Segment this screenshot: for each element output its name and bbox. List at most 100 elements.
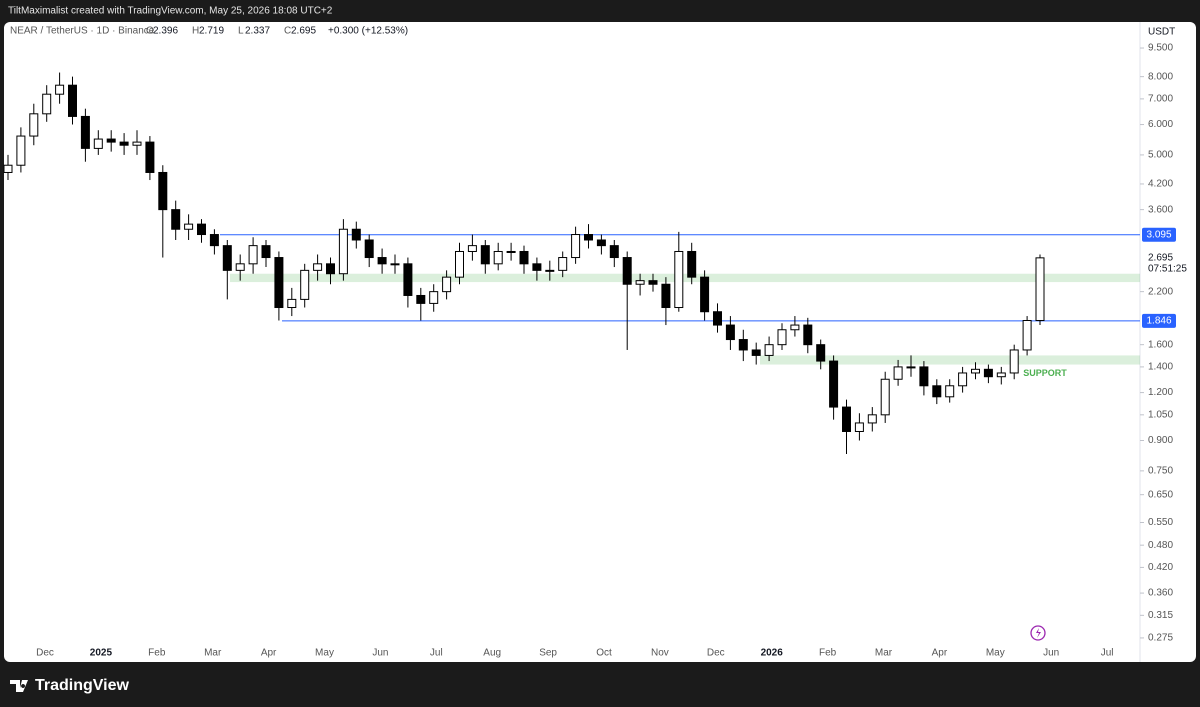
candle-body [390, 263, 400, 266]
candle-body [55, 84, 65, 95]
y-tick-label: 9.500 [1148, 43, 1173, 54]
candle-body [248, 245, 258, 265]
candle-body [919, 366, 929, 387]
candle-body [842, 406, 851, 432]
y-tick-label: 0.900 [1148, 435, 1173, 446]
candle-body [80, 115, 90, 149]
candle-body [351, 228, 361, 241]
x-tick-label: 2026 [761, 648, 784, 659]
header-text: TiltMaximalist created with TradingView.… [8, 6, 333, 17]
candle-body [16, 135, 26, 166]
candle-body [803, 324, 813, 346]
candle-body [235, 263, 245, 271]
candle-body [132, 141, 142, 146]
candle-body [467, 245, 477, 252]
candle-body [635, 280, 645, 285]
candle-body [738, 339, 748, 351]
x-tick-label: Jun [1043, 648, 1059, 659]
candle-body [661, 283, 671, 309]
candle-body [68, 84, 77, 117]
last-price: 2.695 [1148, 252, 1173, 263]
candle-body [197, 223, 206, 236]
candle-body [93, 138, 103, 149]
candle-body [764, 344, 774, 356]
y-tick-label: 2.200 [1148, 286, 1173, 297]
candle-body [274, 257, 284, 309]
candle-body [3, 164, 13, 173]
legend-key: C [284, 26, 291, 37]
candle-body [700, 276, 710, 313]
candle-body [790, 324, 800, 331]
countdown: 07:51:25 [1148, 263, 1187, 274]
candle-body [725, 324, 735, 341]
candle-body [609, 245, 619, 259]
y-tick-label: 4.200 [1148, 179, 1173, 190]
candle-body [880, 378, 890, 416]
y-tick-label: 8.000 [1148, 71, 1173, 82]
candle-body [777, 329, 787, 346]
candle-body [558, 257, 568, 271]
level-label: 3.095 [1146, 229, 1171, 240]
candle-body [209, 234, 219, 247]
x-tick-label: Apr [932, 648, 948, 659]
zone-label: SUPPORT [1023, 368, 1067, 378]
candle-body [300, 269, 310, 300]
legend-value: 2.337 [245, 26, 270, 37]
candle-body [119, 141, 129, 146]
x-tick-label: Sep [539, 648, 557, 659]
candle-body [338, 228, 348, 275]
candle-body [532, 263, 542, 271]
y-tick-label: 1.200 [1148, 387, 1173, 398]
x-tick-label: Aug [483, 648, 501, 659]
candle-body [545, 269, 555, 272]
candle-body [377, 257, 387, 265]
candle-body [1035, 257, 1045, 321]
level-label: 1.846 [1146, 315, 1171, 326]
candle-body [622, 257, 632, 285]
candle-body [971, 368, 980, 374]
y-tick-label: 3.600 [1148, 204, 1173, 215]
brand-logo [10, 680, 28, 692]
candle-body [222, 245, 232, 271]
y-tick-label: 7.000 [1148, 94, 1173, 105]
alert-icon [1030, 625, 1046, 641]
x-tick-label: Jul [1101, 648, 1114, 659]
candle-body [713, 311, 722, 326]
level-badge [1142, 227, 1176, 242]
candle-body [596, 239, 606, 247]
candle-body [261, 245, 271, 259]
candle-body [829, 360, 839, 408]
y-tick-label: 6.000 [1148, 119, 1173, 130]
x-tick-label: Apr [261, 648, 277, 659]
candle-body [326, 263, 335, 275]
candle-body [29, 113, 39, 137]
x-tick-label: Dec [707, 648, 725, 659]
x-tick-label: Nov [651, 648, 669, 659]
zone [760, 355, 1140, 365]
x-tick-label: Mar [875, 648, 893, 659]
brand-name: TradingView [35, 677, 130, 694]
candle-body [480, 245, 490, 265]
symbol-label: NEAR / TetherUS · 1D · Binance [10, 26, 155, 37]
candle-body [416, 294, 426, 304]
candle-body [364, 239, 374, 259]
x-tick-label: May [315, 648, 334, 659]
candle-body [932, 385, 942, 398]
candle-body [287, 298, 297, 309]
y-tick-label: 1.400 [1148, 362, 1173, 373]
y-tick-label: 0.420 [1148, 562, 1173, 573]
y-tick-label: 0.650 [1148, 489, 1173, 500]
candle-body [867, 414, 877, 424]
x-tick-label: Jun [372, 648, 388, 659]
x-tick-label: Jul [430, 648, 443, 659]
candle-body [751, 349, 761, 356]
alert-icon-bolt [1036, 628, 1041, 638]
candle-body [506, 250, 516, 253]
candle-body [1009, 349, 1019, 374]
candle-body [442, 276, 452, 293]
x-tick-label: Mar [204, 648, 222, 659]
y-tick-label: 0.750 [1148, 465, 1173, 476]
candle-body [455, 250, 464, 278]
